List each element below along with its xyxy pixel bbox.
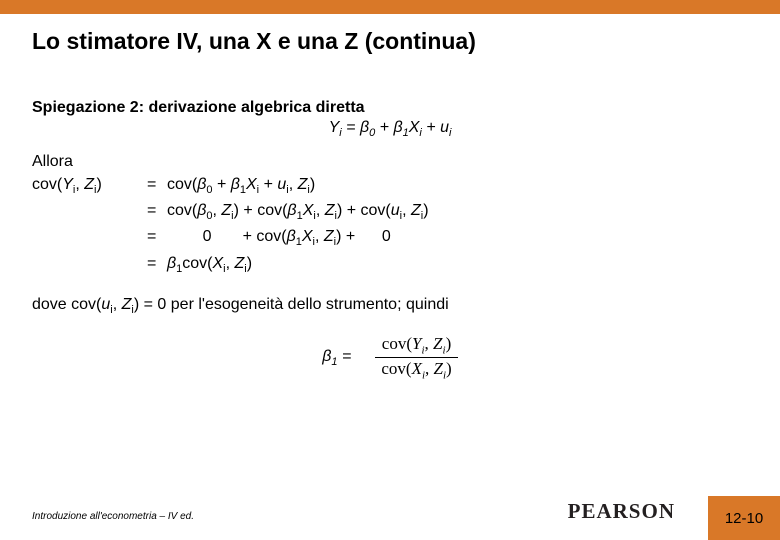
deriv-rhs: cov(β0 + β1Xi + ui, Zi) [167,173,748,199]
beta1-equation: β1 = cov(Yi, Zi) cov(Xi, Zi) [32,334,748,382]
deriv-lhs: cov(Yi, Zi) [32,173,147,199]
model-equation: Yi = β0 + β1Xi + ui [32,119,748,139]
deriv-row: = 0 + cov(β1Xi, Zi) + 0 [32,225,748,251]
fraction: cov(Yi, Zi) cov(Xi, Zi) [375,334,457,382]
equals-sign: = [147,252,167,278]
equals-sign: = [147,199,167,225]
allora-label: Allora [32,153,748,171]
deriv-row: cov(Yi, Zi) = cov(β0 + β1Xi + ui, Zi) [32,173,748,199]
beta1-lhs: β1 = [322,348,351,368]
footer-citation: Introduzione all'econometria – IV ed. [32,511,194,522]
slide-content: Lo stimatore IV, una X e una Z (continua… [0,14,780,382]
dove-text: dove cov(ui, Zi) = 0 per l'esogeneità de… [32,296,748,316]
fraction-numerator: cov(Yi, Zi) [376,334,457,357]
pearson-logo: PEARSON [568,499,675,524]
derivation-block: cov(Yi, Zi) = cov(β0 + β1Xi + ui, Zi) = … [32,173,748,278]
deriv-rhs: 0 + cov(β1Xi, Zi) + 0 [167,225,748,251]
deriv-row: = cov(β0, Zi) + cov(β1Xi, Zi) + cov(ui, … [32,199,748,225]
fraction-denominator: cov(Xi, Zi) [375,357,457,381]
slide-title: Lo stimatore IV, una X e una Z (continua… [32,28,748,55]
page-number: 12-10 [708,496,780,540]
deriv-rhs: cov(β0, Zi) + cov(β1Xi, Zi) + cov(ui, Zi… [167,199,748,225]
subheading: Spiegazione 2: derivazione algebrica dir… [32,99,748,117]
deriv-row: = β1cov(Xi, Zi) [32,252,748,278]
top-accent-bar [0,0,780,14]
deriv-rhs: β1cov(Xi, Zi) [167,252,748,278]
equals-sign: = [147,173,167,199]
equals-sign: = [147,225,167,251]
